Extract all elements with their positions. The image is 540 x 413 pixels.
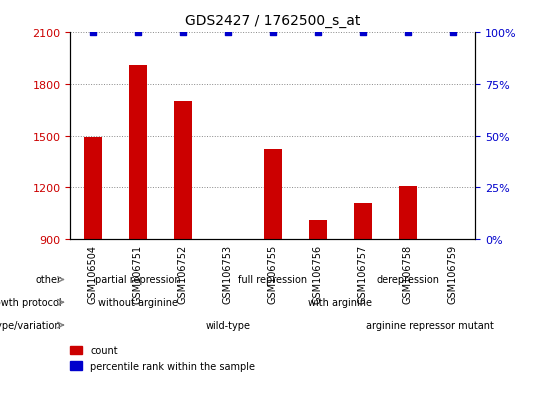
Text: arginine repressor mutant: arginine repressor mutant: [366, 320, 494, 330]
Text: without arginine: without arginine: [98, 297, 178, 308]
Bar: [399, 186, 417, 240]
Point: [178, 30, 187, 36]
Text: other: other: [36, 275, 62, 285]
Bar: [354, 203, 372, 240]
Text: wild-type: wild-type: [205, 320, 250, 330]
Text: derepression: derepression: [376, 275, 439, 285]
Title: GDS2427 / 1762500_s_at: GDS2427 / 1762500_s_at: [185, 14, 360, 28]
Text: with arginine: with arginine: [308, 297, 372, 308]
Bar: [129, 66, 147, 240]
Point: [448, 30, 457, 36]
Bar: [264, 150, 282, 240]
Bar: [70, 346, 83, 354]
Point: [133, 30, 142, 36]
Text: full repression: full repression: [238, 275, 307, 285]
Point: [89, 30, 97, 36]
Text: partial repression: partial repression: [95, 275, 180, 285]
Text: count: count: [91, 345, 118, 355]
Text: percentile rank within the sample: percentile rank within the sample: [91, 361, 255, 371]
Bar: [70, 362, 83, 370]
Bar: [219, 240, 237, 247]
Bar: [84, 138, 102, 240]
Bar: [309, 221, 327, 240]
Point: [313, 30, 322, 36]
Point: [403, 30, 412, 36]
Text: genotype/variation: genotype/variation: [0, 320, 62, 330]
Point: [359, 30, 367, 36]
Point: [224, 30, 232, 36]
Point: [268, 30, 277, 36]
Bar: [444, 240, 462, 244]
Bar: [174, 102, 192, 240]
Text: growth protocol: growth protocol: [0, 297, 62, 308]
